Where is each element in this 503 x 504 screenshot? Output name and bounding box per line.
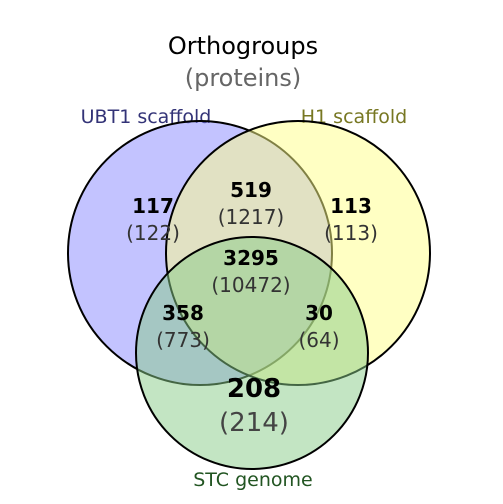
count-all-three: 3295 [223, 246, 279, 270]
count-h1-only: 113 [330, 194, 372, 218]
count-ubt1-stc: 358 [162, 301, 204, 325]
proteins-stc-only: (214) [219, 408, 289, 438]
set-label-stc: STC genome [193, 469, 312, 491]
proteins-ubt1-h1: (1217) [218, 205, 285, 229]
count-ubt1-only: 117 [132, 194, 174, 218]
proteins-ubt1-only: (122) [126, 221, 180, 245]
count-h1-stc: 30 [305, 301, 333, 325]
set-label-h1: H1 scaffold [301, 106, 407, 128]
proteins-h1-stc: (64) [298, 328, 339, 352]
count-ubt1-h1: 519 [230, 178, 272, 202]
circle-stc [135, 236, 369, 470]
diagram-subtitle: (proteins) [185, 64, 302, 92]
proteins-h1-only: (113) [324, 221, 378, 245]
proteins-ubt1-stc: (773) [156, 328, 210, 352]
count-stc-only: 208 [227, 374, 281, 404]
proteins-all-three: (10472) [211, 273, 290, 297]
diagram-title: Orthogroups [168, 32, 318, 60]
